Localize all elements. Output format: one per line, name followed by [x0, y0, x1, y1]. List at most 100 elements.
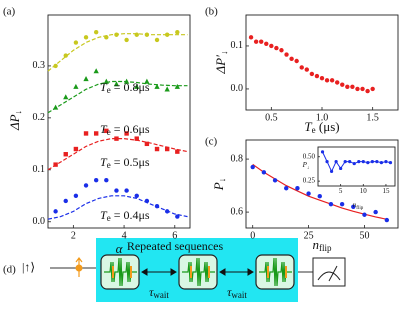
x-tick-label: 50: [359, 230, 369, 241]
x-tick-label: 5: [339, 187, 343, 195]
marker: [73, 193, 79, 198]
marker: [93, 68, 99, 74]
label: α: [116, 241, 124, 256]
label: Te = 0.4μs: [100, 208, 150, 223]
label: nflip: [313, 237, 332, 253]
spin-arrow: [75, 257, 83, 277]
marker: [329, 169, 334, 173]
meter: [312, 257, 346, 287]
marker: [104, 178, 109, 183]
marker: [328, 201, 334, 207]
y-tick-label: 0.6: [231, 206, 244, 217]
marker: [379, 161, 384, 165]
marker: [306, 191, 311, 196]
marker: [154, 146, 160, 152]
state-label: |↑⟩: [22, 260, 35, 274]
label-after: (μs): [316, 119, 340, 134]
label-main: τ: [149, 285, 154, 299]
x-tick-label: 10: [360, 187, 368, 195]
y-tick-label: 0.1: [231, 40, 244, 51]
marker: [104, 35, 109, 40]
y-tick-label: 0.0: [231, 83, 244, 94]
label-sub: flip: [319, 243, 332, 253]
plot-frame: [47, 14, 191, 229]
marker: [388, 161, 393, 165]
marker: [175, 149, 180, 154]
label-main: T: [100, 122, 108, 136]
label-main: τ: [227, 285, 232, 299]
label-sub: e: [107, 85, 111, 95]
label: Te (μs): [304, 119, 339, 135]
arrow-head: [141, 268, 177, 276]
label-main: n: [353, 201, 357, 209]
label: ΔP′↓: [213, 51, 229, 75]
label: τwait: [149, 285, 169, 300]
label-main: T: [304, 119, 312, 134]
fit-curve: [47, 195, 188, 220]
marker: [93, 131, 99, 136]
marker: [174, 83, 180, 89]
label: Te = 0.8μs: [100, 80, 150, 95]
pulse-blocks: [100, 254, 295, 290]
pulse: [104, 257, 137, 287]
marker: [124, 37, 129, 43]
marker: [362, 212, 367, 217]
fit-curve: [47, 33, 188, 72]
label-after: = 0.5μs: [111, 155, 150, 169]
marker: [73, 146, 79, 152]
marker: [154, 203, 160, 209]
marker: [324, 78, 330, 83]
panel-label: (a): [3, 6, 16, 18]
plot-frame: [245, 139, 399, 229]
marker: [175, 214, 180, 219]
marker: [309, 71, 315, 77]
marker: [259, 39, 264, 44]
inset-frame: [317, 146, 396, 187]
marker: [83, 35, 89, 40]
marker: [319, 75, 325, 81]
marker: [103, 78, 109, 84]
label-main: T: [100, 155, 108, 169]
label-after: = 0.6μs: [111, 122, 150, 136]
label-sub: ↓: [219, 51, 229, 56]
marker: [351, 204, 356, 209]
label-main: ΔP′: [213, 55, 228, 75]
marker: [93, 29, 99, 35]
label-sub: ↓: [217, 178, 227, 183]
pulse: [182, 257, 215, 287]
marker: [335, 80, 340, 85]
marker: [325, 160, 329, 164]
marker: [289, 56, 294, 62]
label-sub: e: [107, 213, 111, 223]
marker: [365, 88, 370, 94]
marker: [114, 32, 119, 37]
marker: [134, 193, 139, 198]
marker: [294, 58, 299, 64]
fit-curve: [47, 138, 188, 171]
marker: [144, 141, 150, 147]
y-tick-label: 0.2: [33, 112, 46, 123]
marker: [83, 183, 89, 188]
marker: [83, 76, 89, 82]
marker: [264, 41, 269, 47]
marker: [83, 131, 89, 136]
marker: [253, 39, 259, 44]
marker: [295, 186, 300, 191]
marker: [52, 104, 59, 110]
marker: [272, 178, 278, 183]
marker: [384, 160, 388, 164]
fit-curve: [47, 80, 188, 114]
marker: [348, 160, 352, 164]
marker: [114, 188, 119, 193]
marker: [269, 43, 274, 49]
x-tick-label: 1.5: [366, 112, 379, 123]
label-sub: wait: [153, 290, 169, 300]
panel-label: (d): [3, 264, 16, 276]
marker: [261, 170, 267, 175]
marker: [370, 160, 374, 164]
marker: [250, 164, 255, 170]
marker: [299, 65, 304, 70]
x-tick-label: 0: [250, 230, 255, 241]
